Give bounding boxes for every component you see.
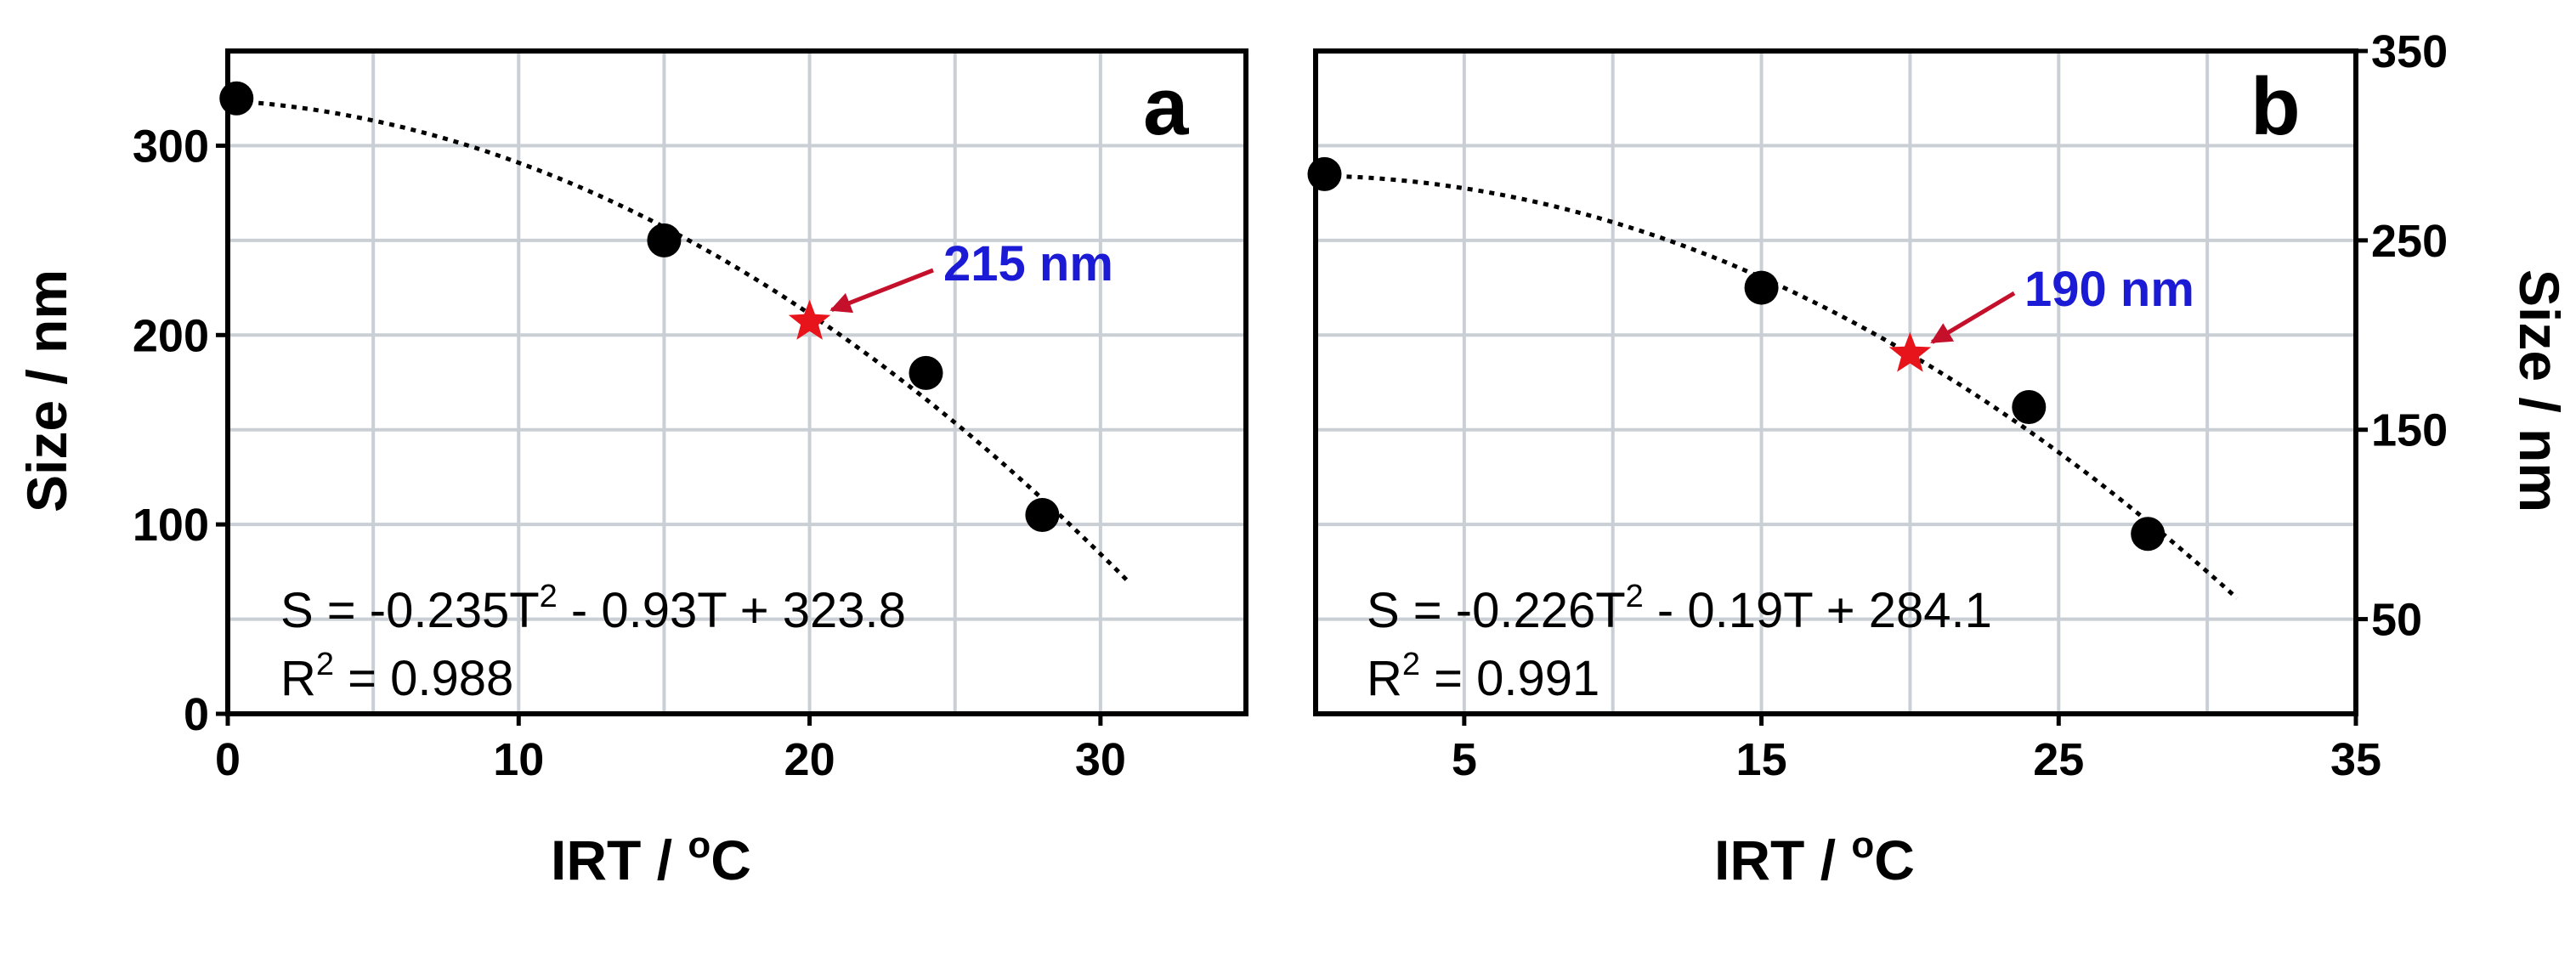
- r-squared-b-main: R: [1367, 651, 1402, 706]
- gridlines-a: [226, 49, 1248, 716]
- r-squared-a-rest: = 0.988: [334, 651, 513, 706]
- r-squared-b-sup: 2: [1402, 647, 1420, 682]
- panel-label-a: a: [1143, 61, 1189, 152]
- y-tick-label-b: 350: [2371, 26, 2448, 77]
- y-tick-label-a: 0: [184, 689, 209, 740]
- r-squared-b-rest: = 0.991: [1420, 651, 1599, 706]
- x-tick-label-b: 25: [2033, 734, 2084, 785]
- x-tick-label-a: 20: [784, 734, 835, 785]
- r-squared-b: R2 = 0.991: [1367, 647, 1599, 706]
- r-squared-a: R2 = 0.988: [280, 647, 513, 706]
- tick-labels-b: 5 15 25 35 50 150 250 350: [1452, 26, 2448, 785]
- fit-equation-a-sup: 2: [540, 579, 558, 614]
- y-tick-label-a: 200: [133, 310, 209, 361]
- data-points-b: [1307, 156, 2166, 552]
- callout-arrow-b: [1930, 291, 2016, 344]
- data-point-a: [909, 355, 943, 390]
- highlight-star-b: [1888, 331, 1932, 372]
- fit-equation-b-rest: - 0.19T + 284.1: [1644, 583, 1992, 638]
- fit-equation-a-main: S = -0.235T: [280, 583, 540, 638]
- fit-curve-b: [1324, 173, 2239, 600]
- x-tick-label-a: 30: [1075, 734, 1126, 785]
- x-axis-label-a-sup: o: [688, 824, 711, 866]
- r-squared-a-sup: 2: [316, 647, 334, 682]
- callout-label-a: 215 nm: [943, 236, 1113, 291]
- fit-equation-b-sup: 2: [1626, 579, 1644, 614]
- x-axis-label-b-main: IRT /: [1714, 829, 1851, 891]
- x-axis-label-b: IRT / oC: [1714, 824, 1915, 891]
- y-tick-label-b: 50: [2371, 595, 2422, 646]
- data-point-a: [647, 223, 682, 257]
- x-tick-label-b: 15: [1736, 734, 1787, 785]
- y-axis-label-b: Size / nm: [2508, 269, 2571, 512]
- plot-frame-a: [225, 48, 1248, 716]
- x-axis-label-a-unit: C: [711, 829, 751, 891]
- tick-marks-b: [1462, 48, 2368, 726]
- data-point-b: [2012, 389, 2047, 424]
- x-tick-label-b: 5: [1452, 734, 1477, 785]
- panel-label-b: b: [2250, 61, 2301, 152]
- y-tick-label-a: 300: [133, 121, 209, 172]
- data-point-b: [1307, 156, 1342, 191]
- x-tick-label-b: 35: [2330, 734, 2381, 785]
- y-tick-label-b: 250: [2371, 216, 2448, 267]
- fit-equation-b-main: S = -0.226T: [1367, 583, 1626, 638]
- tick-marks-a: [216, 143, 1103, 726]
- fit-equation-b: S = -0.226T2 - 0.19T + 284.1: [1367, 579, 1992, 638]
- plot-frame-b: [1313, 48, 2358, 716]
- x-axis-label-b-unit: C: [1874, 829, 1915, 891]
- data-point-a: [1025, 498, 1060, 532]
- y-tick-label-a: 100: [133, 500, 209, 551]
- x-axis-label-a: IRT / oC: [551, 824, 751, 891]
- data-point-a: [219, 81, 254, 116]
- y-axis-label-a: Size / nm: [15, 269, 78, 512]
- data-points-a: [219, 81, 1060, 532]
- highlight-star-a: [788, 299, 831, 340]
- fit-equation-a: S = -0.235T2 - 0.93T + 323.8: [280, 579, 906, 638]
- data-point-b: [2131, 517, 2166, 552]
- callout-arrow-a: [829, 268, 934, 314]
- fit-equation-a-rest: - 0.93T + 323.8: [558, 583, 906, 638]
- r-squared-a-main: R: [280, 651, 316, 706]
- x-tick-label-a: 0: [215, 734, 241, 785]
- x-axis-label-b-sup: o: [1851, 824, 1874, 866]
- y-tick-label-b: 150: [2371, 405, 2448, 456]
- data-point-b: [1744, 270, 1779, 305]
- x-tick-label-a: 10: [493, 734, 544, 785]
- x-axis-label-a-main: IRT /: [551, 829, 688, 891]
- fit-curve-a: [236, 99, 1131, 585]
- callout-label-b: 190 nm: [2024, 262, 2194, 317]
